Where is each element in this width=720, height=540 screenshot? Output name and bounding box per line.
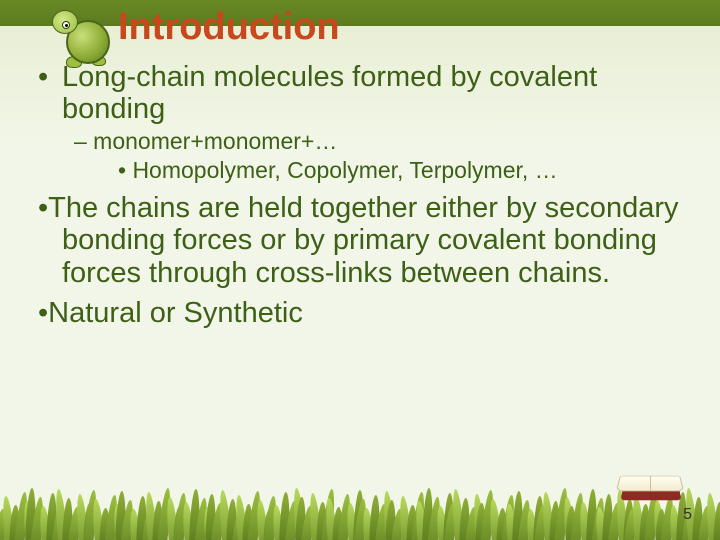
bullet-2: •The chains are held together either by … (38, 192, 700, 289)
bullet-3-text: Natural or Synthetic (48, 297, 303, 329)
bullet-3: •Natural or Synthetic (38, 297, 700, 329)
bullet-dot: • (38, 297, 48, 329)
turtle-mascot-icon (48, 2, 118, 72)
bullet-1: •Long-chain molecules formed by covalent… (38, 61, 700, 126)
grass-decoration (0, 480, 720, 540)
bullet-dot: • (38, 192, 48, 224)
bullet-1-sub-1: – monomer+monomer+… (74, 128, 720, 155)
slide-title: Introduction (118, 6, 720, 49)
bullet-2-text: The chains are held together either by s… (48, 192, 678, 289)
book-icon (616, 464, 684, 502)
bullet-1-text: Long-chain molecules formed by covalent … (62, 61, 597, 125)
slide-number: 5 (683, 506, 692, 524)
bullet-1-sub-1-sub-1: • Homopolymer, Copolymer, Terpolymer, … (118, 157, 720, 184)
